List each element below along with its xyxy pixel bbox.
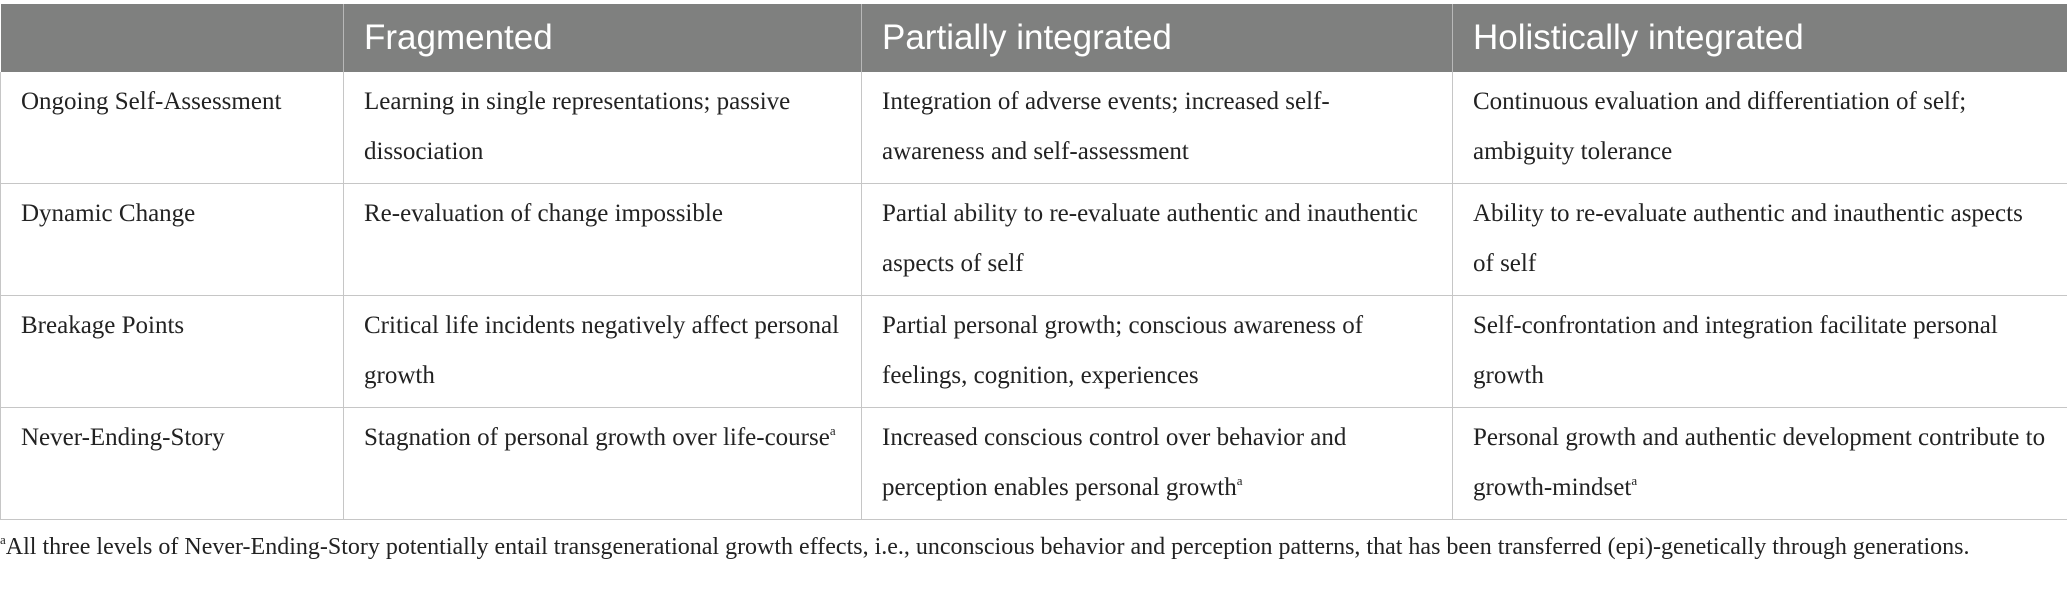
row-label: Dynamic Change — [0, 183, 344, 296]
table-cell: Learning in single representations; pass… — [343, 72, 862, 184]
table-row: Ongoing Self-Assessment Learning in sing… — [0, 72, 2067, 184]
table-cell: Stagnation of personal growth over life-… — [343, 407, 862, 520]
cell-text: Increased conscious control over behavio… — [882, 424, 1347, 501]
table-cell: Personal growth and authentic developmen… — [1452, 407, 2067, 520]
footnote-marker: a — [829, 423, 836, 438]
table-footnote: aAll three levels of Never-Ending-Story … — [0, 527, 2030, 567]
table-cell: Integration of adverse events; increased… — [861, 72, 1453, 184]
table-container: Fragmented Partially integrated Holistic… — [0, 4, 2067, 520]
table-row: Dynamic Change Re-evaluation of change i… — [0, 183, 2067, 296]
header-row: Fragmented Partially integrated Holistic… — [0, 4, 2067, 72]
row-label: Breakage Points — [0, 295, 344, 408]
table-cell: Critical life incidents negatively affec… — [343, 295, 862, 408]
cell-text: Stagnation of personal growth over life-… — [364, 424, 830, 451]
table-cell: Re-evaluation of change impossible — [343, 183, 862, 296]
cell-text: Personal growth and authentic developmen… — [1473, 424, 2046, 501]
footnote-marker: a — [0, 532, 6, 547]
comparison-table: Fragmented Partially integrated Holistic… — [0, 4, 2067, 520]
header-cell-holistically-integrated: Holistically integrated — [1452, 4, 2067, 72]
row-label: Ongoing Self-Assessment — [0, 72, 344, 184]
table-cell: Ability to re-evaluate authentic and ina… — [1452, 183, 2067, 296]
table-cell: Continuous evaluation and differentiatio… — [1452, 72, 2067, 184]
row-label: Never-Ending-Story — [0, 407, 344, 520]
table-cell: Partial personal growth; conscious aware… — [861, 295, 1453, 408]
table-cell: Increased conscious control over behavio… — [861, 407, 1453, 520]
table-row: Never-Ending-Story Stagnation of persona… — [0, 407, 2067, 520]
table-cell: Self-confrontation and integration facil… — [1452, 295, 2067, 408]
table-row: Breakage Points Critical life incidents … — [0, 295, 2067, 408]
footnote-text: All three levels of Never-Ending-Story p… — [5, 534, 1970, 560]
footnote-marker: a — [1631, 473, 1638, 488]
header-cell-empty — [0, 4, 344, 72]
table-cell: Partial ability to re-evaluate authentic… — [861, 183, 1453, 296]
header-cell-fragmented: Fragmented — [343, 4, 862, 72]
header-cell-partially-integrated: Partially integrated — [861, 4, 1453, 72]
footnote-marker: a — [1236, 473, 1243, 488]
